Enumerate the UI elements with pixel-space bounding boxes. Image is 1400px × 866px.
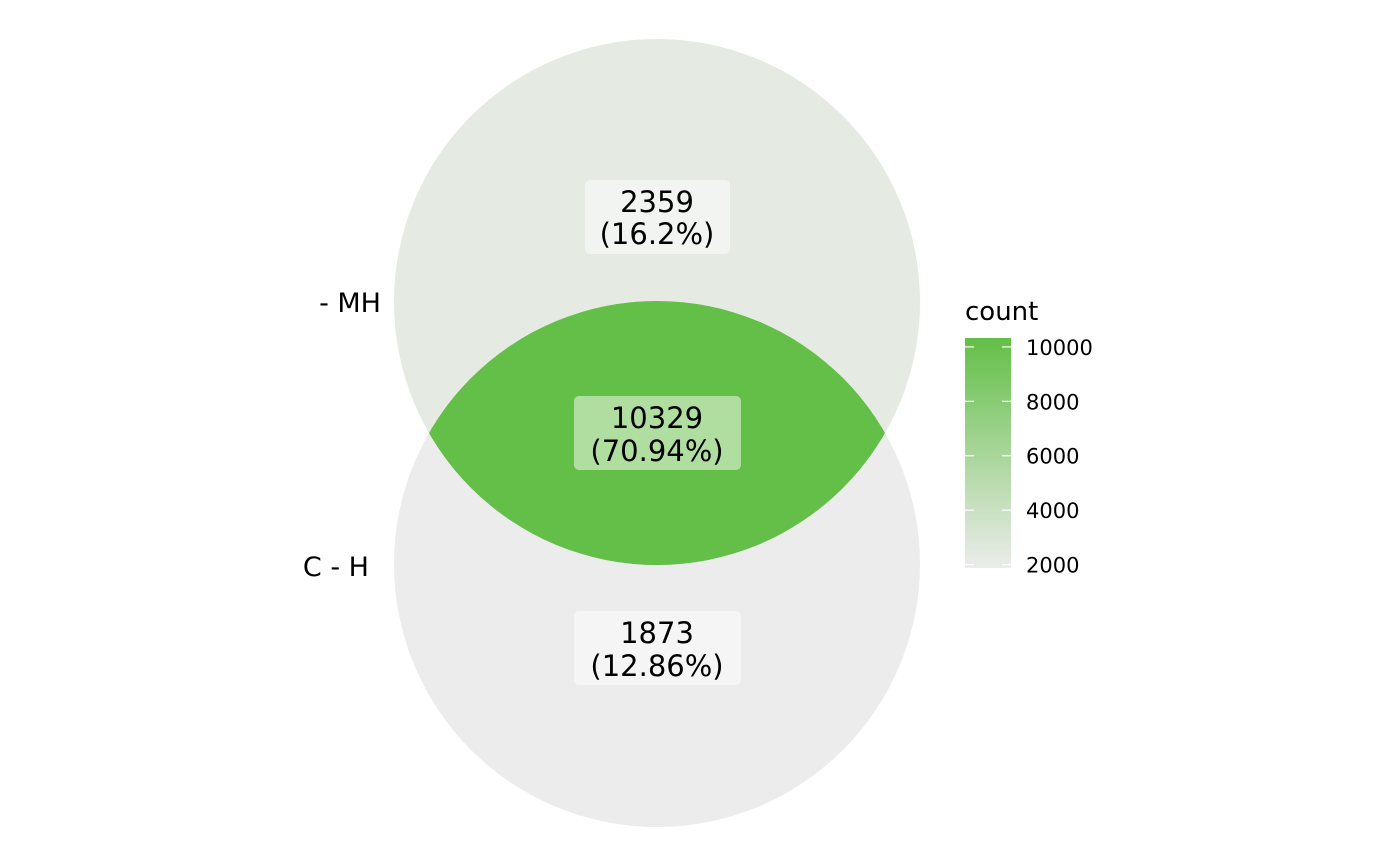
legend-tick-label: 6000	[1026, 445, 1079, 469]
region-count-bottom: 1873	[620, 616, 694, 650]
region-percent-overlap: (70.94%)	[590, 434, 723, 468]
region-percent-bottom: (12.86%)	[590, 649, 723, 683]
legend-title: count	[965, 297, 1038, 327]
legend-tick-label: 10000	[1026, 336, 1093, 360]
set-label-top: - MH	[319, 288, 381, 319]
legend-tick-label: 8000	[1026, 390, 1079, 414]
region-label-box-bottom	[574, 611, 741, 685]
set-label-bottom: C - H	[303, 552, 369, 583]
region-percent-top: (16.2%)	[600, 217, 715, 251]
region-count-top: 2359	[620, 185, 694, 219]
venn-overlap-region	[394, 301, 920, 565]
legend-tick-label: 4000	[1026, 499, 1079, 523]
color-legend: count 10000 8000 6000 4000 2000	[965, 297, 1093, 578]
legend-tick-label: 2000	[1026, 554, 1079, 578]
region-count-overlap: 10329	[611, 401, 703, 435]
legend-colorbar	[965, 338, 1011, 568]
region-label-box-overlap	[574, 396, 741, 470]
region-label-box-top	[585, 180, 730, 254]
